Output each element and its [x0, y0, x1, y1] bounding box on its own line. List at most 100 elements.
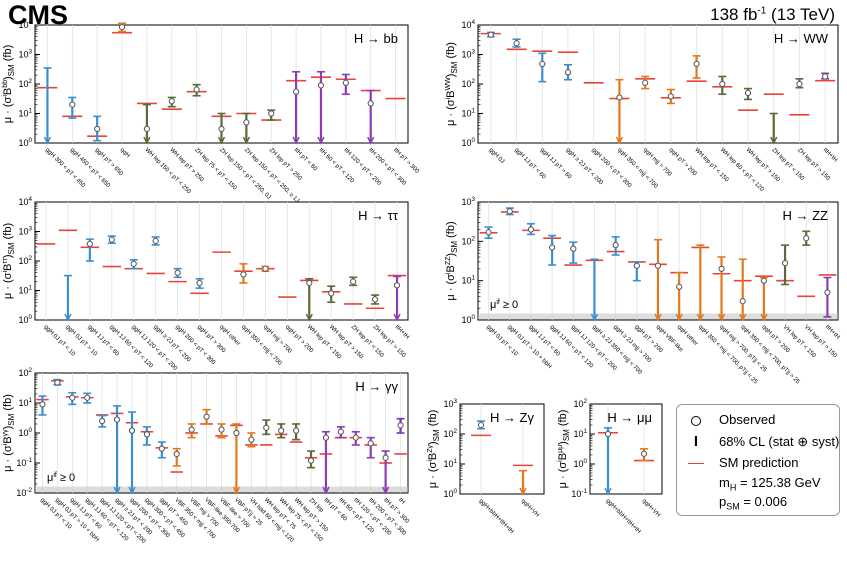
legend-sm-label: SM prediction: [719, 455, 799, 470]
observed-point: [188, 426, 195, 433]
legend-observed-label: Observed: [719, 412, 776, 427]
observed-point: [513, 40, 520, 47]
error-arrow: [519, 487, 527, 496]
observed-point: [218, 125, 225, 133]
error-arrow: [760, 313, 768, 322]
observed-point: [796, 80, 803, 88]
observed-point: [328, 290, 335, 297]
legend-mh: mH = 125.38 GeV: [719, 475, 821, 493]
y-tick-label: 101: [573, 428, 587, 439]
observed-point: [693, 60, 700, 68]
observed-point: [218, 426, 225, 433]
error-arrow: [367, 136, 375, 145]
panel-title: H → bb: [354, 31, 398, 46]
y-tick-label: 104: [18, 19, 32, 30]
observed-point: [477, 421, 485, 429]
luminosity-label: 138 fb-1 (13 TeV): [710, 5, 835, 25]
error-arrow: [393, 313, 401, 322]
legend: Observed I 68% CL (stat ⊕ syst) SM predic…: [676, 404, 840, 516]
legend-psm: pSM = 0.006: [719, 494, 787, 512]
category-label: qqH other: [218, 324, 241, 347]
observed-point: [527, 226, 535, 233]
y-axis-label: μ · (σiBWW)SM (fb): [445, 42, 459, 126]
y-tick-label: 102: [18, 367, 32, 378]
observed-point: [549, 244, 556, 251]
y-tick-label: 10-1: [16, 457, 32, 468]
observed-point: [676, 283, 683, 290]
y-axis-label: μ · (σiBbb)SM (fb): [2, 45, 16, 124]
observed-point: [69, 101, 76, 108]
observed-point: [803, 235, 810, 242]
observed-point: [350, 278, 357, 285]
observed-point: [760, 277, 767, 284]
observed-point: [118, 23, 126, 31]
errorbar-icon: I: [693, 433, 699, 450]
y-tick-label: 100: [18, 137, 32, 148]
error-arrow: [717, 313, 726, 322]
observed-point: [174, 269, 181, 276]
y-tick-label: 102: [461, 235, 475, 246]
observed-point: [616, 94, 623, 101]
error-arrow: [739, 313, 747, 322]
observed-point: [654, 262, 662, 269]
y-tick-label: 100: [573, 458, 587, 469]
observed-point: [612, 242, 619, 249]
y-tick-label: 104: [18, 196, 32, 207]
legend-cl-tail: syst): [811, 434, 840, 449]
observed-point: [268, 110, 275, 117]
legend-cl-label: 68% CL (stat: [719, 434, 794, 449]
y-tick-label: 100: [461, 314, 475, 325]
observed-point: [86, 240, 93, 247]
observed-point: [248, 436, 255, 443]
category-label: ggH 1J 60 < pT < 120: [108, 324, 154, 370]
error-arrow: [305, 313, 313, 322]
observed-point: [822, 73, 829, 80]
y-tick-label: 103: [443, 398, 457, 409]
observed-point: [94, 125, 101, 133]
category-label: WH lep 150 < pT < 250: [143, 147, 192, 196]
y-tick-label: 102: [461, 78, 475, 89]
category-label: qqH+VH: [641, 498, 661, 518]
legend-cl-oplus: ⊕: [797, 434, 809, 449]
observed-marker-icon: [691, 415, 701, 426]
legend-sm: SM prediction: [687, 455, 798, 470]
legend-mh-value: = 125.38 GeV: [736, 475, 821, 490]
category-label: ggH+bbH+ttH+tH: [478, 498, 515, 535]
y-tick-label: 101: [18, 397, 32, 408]
observed-point: [240, 271, 247, 278]
observed-point: [262, 265, 269, 272]
panel-title: H → WW: [774, 31, 829, 46]
error-arrow: [381, 486, 390, 495]
observed-point: [633, 262, 640, 269]
y-tick-label: 101: [18, 285, 32, 296]
observed-point: [173, 450, 180, 458]
observed-point: [604, 430, 612, 438]
observed-point: [143, 431, 150, 438]
y-tick-label: 101: [18, 108, 32, 119]
y-tick-label: 103: [461, 196, 475, 207]
observed-point: [667, 93, 674, 100]
observed-point: [719, 80, 726, 88]
observed-point: [233, 429, 240, 437]
observed-point: [506, 208, 513, 215]
y-tick-label: 101: [461, 108, 475, 119]
observed-point: [781, 259, 789, 267]
category-label: ZH lep 75 < pT < 150: [193, 147, 238, 192]
observed-point: [382, 454, 389, 461]
observed-point: [203, 413, 210, 420]
error-arrow: [143, 136, 151, 145]
error-arrow: [590, 313, 599, 322]
observed-point: [539, 60, 546, 68]
y-axis-label: μ · (σiBZγ)SM (fb): [427, 410, 441, 489]
error-arrow: [322, 486, 330, 495]
category-label: ttH+tH: [822, 147, 838, 163]
y-tick-label: 102: [18, 78, 32, 89]
error-arrow: [615, 136, 624, 145]
observed-point: [739, 298, 746, 305]
observed-point: [128, 427, 136, 434]
category-label: ggH 0J: [487, 147, 505, 165]
error-arrow: [292, 136, 300, 145]
observed-point: [108, 236, 115, 243]
observed-point: [564, 69, 572, 76]
